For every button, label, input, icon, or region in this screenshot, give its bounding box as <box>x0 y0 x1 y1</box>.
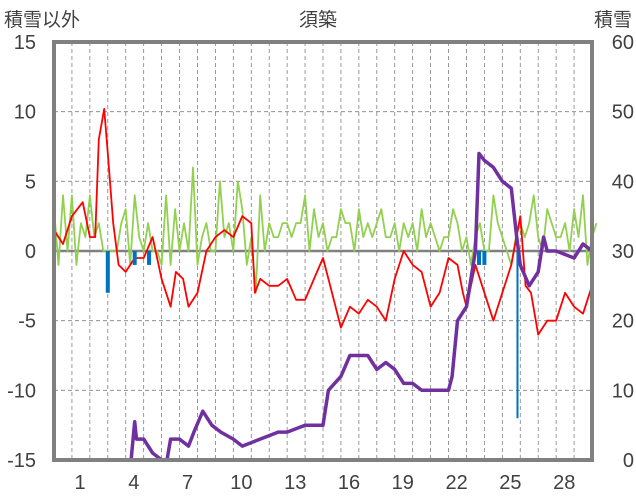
left-tick-label: -10 <box>7 380 36 402</box>
snow_depth-line <box>54 151 594 462</box>
x-tick-label: 16 <box>338 472 360 494</box>
x-tick-label: 22 <box>445 472 467 494</box>
left-tick-label: 0 <box>25 241 36 263</box>
precipitation-bar <box>516 251 519 419</box>
right-tick-label: 0 <box>623 450 634 472</box>
precipitation-bar <box>132 251 137 265</box>
x-tick-label: 25 <box>499 472 521 494</box>
x-tick-label: 4 <box>128 472 139 494</box>
precipitation-bar <box>477 251 482 265</box>
chart-title: 須築 <box>299 9 337 31</box>
precipitation-bar <box>482 251 487 265</box>
right-tick-label: 40 <box>612 171 634 193</box>
left-axis-title: 積雪以外 <box>4 9 80 31</box>
x-tick-label: 10 <box>230 472 252 494</box>
right-tick-label: 20 <box>612 311 634 333</box>
temperature-line <box>53 108 593 336</box>
x-tick-label: 28 <box>553 472 575 494</box>
right-tick-label: 50 <box>612 102 634 124</box>
left-tick-label: -5 <box>18 311 36 333</box>
right-tick-label: 10 <box>612 380 634 402</box>
left-tick-label: 10 <box>14 102 36 124</box>
x-tick-label: 13 <box>284 472 306 494</box>
x-tick-label: 1 <box>74 472 85 494</box>
left-tick-label: -15 <box>7 450 36 472</box>
precipitation-bar <box>147 251 152 265</box>
x-tick-label: 19 <box>392 472 414 494</box>
wind-line <box>53 166 598 294</box>
right-tick-label: 30 <box>612 241 634 263</box>
x-tick-label: 7 <box>182 472 193 494</box>
left-tick-label: 15 <box>14 32 36 54</box>
right-tick-label: 60 <box>612 32 634 54</box>
precipitation-bar <box>105 251 110 293</box>
plot-frame <box>52 40 594 462</box>
left-tick-label: 5 <box>25 171 36 193</box>
right-axis-title: 積雪 <box>594 9 632 31</box>
